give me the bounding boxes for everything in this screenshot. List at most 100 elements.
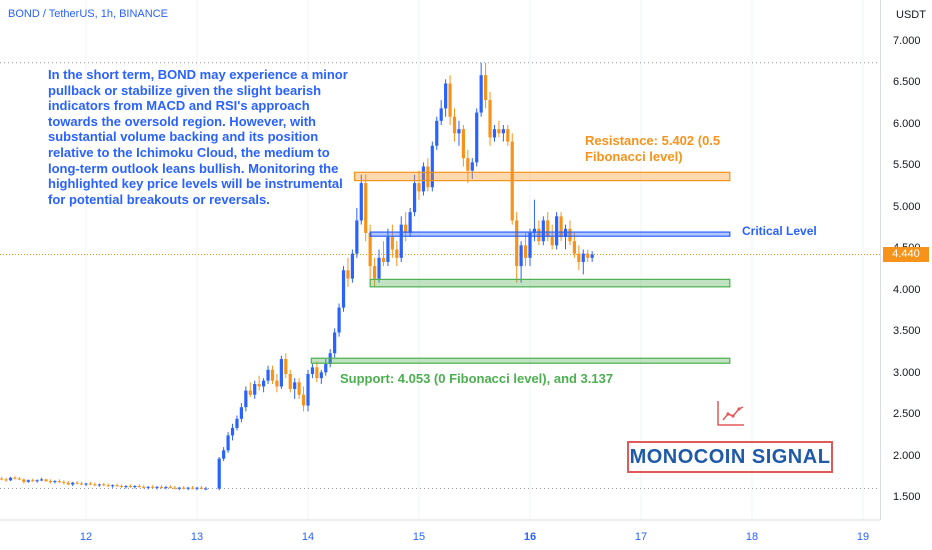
candle-body [244, 390, 248, 408]
candle-body [44, 479, 48, 482]
candle-body [412, 183, 417, 213]
candle-body [270, 369, 275, 381]
candle-body [155, 486, 159, 488]
candle-body [359, 183, 363, 221]
candle-body [0, 478, 4, 480]
candle-body [426, 166, 430, 188]
candle-body [177, 487, 181, 489]
candle-body [75, 482, 79, 484]
candle-body [519, 245, 523, 267]
candle-body [173, 487, 177, 489]
candle-body [581, 253, 585, 262]
candle-body [137, 486, 141, 488]
candle-body [324, 364, 328, 373]
current-price-badge: 4.440 [883, 247, 929, 262]
candle-body [31, 480, 35, 482]
candle-body [479, 75, 483, 113]
candle-body [404, 224, 408, 233]
candle-body [204, 488, 208, 490]
x-tick: 12 [79, 531, 93, 543]
candle-body [17, 478, 21, 480]
candle-body [395, 249, 399, 258]
currency-label[interactable]: USDT [896, 9, 926, 21]
candle-body [475, 112, 479, 163]
y-tick: 2.500 [893, 408, 921, 420]
candle-body [528, 232, 532, 258]
candle-body [568, 228, 572, 242]
support-level-zone [369, 278, 731, 288]
candle-body [262, 380, 266, 387]
candle-body [239, 407, 243, 419]
candle-body [22, 479, 26, 482]
candle-body [488, 100, 492, 138]
y-tick: 2.000 [893, 450, 921, 462]
x-tick: 19 [856, 531, 870, 543]
candle-body [266, 369, 270, 381]
candle-body [541, 220, 545, 242]
candle-body [377, 257, 381, 279]
candle-body [119, 486, 124, 488]
candle-body [164, 486, 168, 488]
y-tick: 6.000 [893, 118, 921, 130]
candle-body [297, 382, 301, 395]
brand-signal-badge: MONOCOIN SIGNAL [627, 441, 833, 473]
candle-body [253, 383, 257, 395]
candle-body [346, 270, 350, 279]
candle-body [195, 487, 199, 489]
candle-body [97, 484, 101, 486]
candle-body [159, 486, 164, 488]
candle-body [417, 183, 421, 192]
candle-body [457, 129, 461, 134]
candle-body [248, 390, 252, 395]
candle-body [79, 483, 84, 485]
candle-body [555, 216, 559, 246]
x-tick: 16 [523, 531, 537, 543]
candle-body [257, 383, 261, 387]
y-tick: 3.500 [893, 325, 921, 337]
candle-body [350, 253, 354, 279]
candle-body [470, 162, 474, 171]
candlestick-series [0, 62, 594, 491]
price-level-zones[interactable] [310, 171, 731, 364]
x-tick: 17 [634, 531, 648, 543]
price-axis[interactable] [880, 0, 932, 520]
candle-body [190, 487, 195, 489]
support-level-zone [310, 357, 731, 364]
candle-body [537, 228, 541, 242]
candle-body [452, 116, 457, 134]
candle-body [439, 108, 443, 121]
candle-body [381, 257, 386, 262]
candle-body [546, 220, 550, 238]
candle-body [577, 253, 581, 262]
candle-body [386, 237, 390, 262]
candle-body [497, 129, 501, 134]
y-tick: 3.000 [893, 367, 921, 379]
analysis-commentary: In the short term, BOND may experience a… [48, 67, 348, 207]
candle-body [35, 480, 39, 482]
candle-body [199, 487, 204, 489]
y-tick: 1.500 [893, 491, 921, 503]
candle-body [57, 481, 61, 483]
candle-body [8, 477, 13, 481]
candle-body [84, 483, 88, 485]
candle-body [186, 487, 190, 489]
candle-body [461, 129, 465, 159]
candle-body [559, 216, 563, 238]
support-label: Support: 4.053 (0 Fibonacci level), and … [340, 371, 614, 386]
candle-body [421, 166, 426, 192]
candle-body [102, 484, 106, 486]
candle-body [586, 253, 590, 258]
candle-body [301, 394, 306, 406]
symbol-title[interactable]: BOND / TetherUS, 1h, BINANCE [8, 8, 168, 20]
critical-level-zone [369, 231, 731, 237]
candle-body [399, 224, 403, 258]
y-tick: 5.500 [893, 159, 921, 171]
reference-lines [0, 62, 880, 490]
candle-body [182, 487, 186, 489]
candle-body [124, 486, 128, 488]
candle-body [430, 145, 434, 188]
candle-body [88, 483, 93, 485]
candle-body [284, 359, 288, 374]
candle-body [492, 129, 497, 138]
